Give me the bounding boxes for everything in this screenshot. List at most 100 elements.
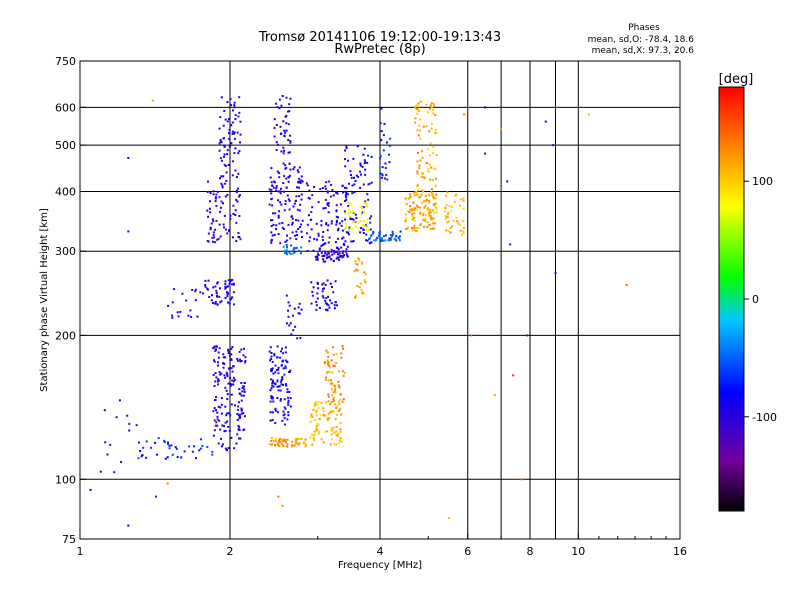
data-point xyxy=(235,221,238,224)
data-point xyxy=(232,204,235,207)
data-point xyxy=(420,193,423,196)
data-point xyxy=(277,443,279,446)
data-point xyxy=(359,231,362,234)
data-point xyxy=(365,239,367,242)
data-point xyxy=(409,208,412,211)
data-point xyxy=(432,217,435,220)
data-point xyxy=(230,353,233,356)
x-tick-label: 6 xyxy=(464,545,471,558)
data-point xyxy=(218,149,221,152)
data-point xyxy=(341,400,344,403)
data-point xyxy=(349,215,352,218)
data-point xyxy=(314,255,317,258)
data-point xyxy=(231,160,234,163)
data-point xyxy=(339,254,342,257)
data-point xyxy=(349,170,352,173)
data-point xyxy=(333,400,335,403)
data-point xyxy=(284,200,287,203)
data-point xyxy=(512,374,515,377)
data-point xyxy=(362,206,365,209)
data-point xyxy=(194,290,197,293)
data-point xyxy=(228,145,231,148)
data-point xyxy=(128,422,131,425)
data-point xyxy=(429,163,431,166)
data-point xyxy=(287,399,290,402)
data-point xyxy=(227,350,230,353)
data-point xyxy=(322,296,325,299)
data-point xyxy=(216,190,219,193)
data-point xyxy=(327,355,330,358)
data-point xyxy=(239,413,242,416)
data-point xyxy=(168,447,171,450)
data-point xyxy=(356,145,359,148)
data-point xyxy=(415,230,418,233)
data-point xyxy=(300,308,303,311)
data-point xyxy=(341,345,344,348)
data-point xyxy=(271,396,274,398)
data-point xyxy=(552,144,555,147)
data-point xyxy=(283,175,286,178)
data-point xyxy=(422,218,425,221)
data-point xyxy=(335,219,338,222)
data-point xyxy=(219,177,221,180)
data-point xyxy=(291,440,294,443)
phases-stats-x: mean, sd,X: 97.3, 20.6 xyxy=(592,46,695,56)
data-point xyxy=(327,393,330,396)
data-point xyxy=(326,430,329,433)
data-point xyxy=(242,394,245,397)
data-point xyxy=(291,223,294,226)
data-point xyxy=(283,398,286,401)
data-point xyxy=(448,205,451,208)
data-point xyxy=(417,105,420,108)
data-point xyxy=(329,282,332,285)
data-point xyxy=(344,240,347,243)
data-point xyxy=(317,201,320,204)
data-point xyxy=(336,192,339,195)
data-point xyxy=(284,383,287,386)
data-point xyxy=(335,352,338,355)
data-point xyxy=(240,360,243,362)
data-point xyxy=(287,414,290,417)
data-point xyxy=(233,378,236,381)
data-point xyxy=(413,208,416,211)
data-point xyxy=(412,201,415,204)
data-point xyxy=(270,198,273,201)
data-point xyxy=(218,371,221,374)
data-point xyxy=(359,282,362,285)
data-point xyxy=(338,256,341,259)
data-point xyxy=(341,370,344,373)
data-point xyxy=(173,288,176,291)
data-point xyxy=(378,231,381,234)
data-point xyxy=(288,110,291,113)
data-point xyxy=(325,401,328,404)
data-point xyxy=(420,175,423,178)
data-point xyxy=(278,210,281,213)
data-point xyxy=(342,250,345,253)
data-point xyxy=(298,249,301,252)
data-point xyxy=(344,186,346,189)
data-point xyxy=(232,383,235,386)
data-point xyxy=(341,237,344,240)
data-point xyxy=(398,239,401,242)
data-point xyxy=(243,428,246,431)
data-point xyxy=(313,434,316,436)
data-point xyxy=(289,252,292,255)
data-point xyxy=(359,206,362,208)
data-point xyxy=(280,150,283,153)
data-point xyxy=(128,429,131,432)
data-point xyxy=(311,443,314,446)
data-point xyxy=(315,222,318,225)
data-point xyxy=(319,414,322,417)
data-point xyxy=(434,114,437,117)
data-point xyxy=(229,376,232,379)
data-point xyxy=(237,405,240,408)
data-point xyxy=(421,172,424,174)
data-point xyxy=(345,253,348,256)
y-tick-label: 200 xyxy=(55,329,76,342)
data-point xyxy=(216,418,219,421)
data-point xyxy=(226,420,229,423)
data-point xyxy=(357,175,360,178)
data-point xyxy=(333,249,335,252)
data-point xyxy=(277,495,280,498)
data-point xyxy=(167,442,170,445)
